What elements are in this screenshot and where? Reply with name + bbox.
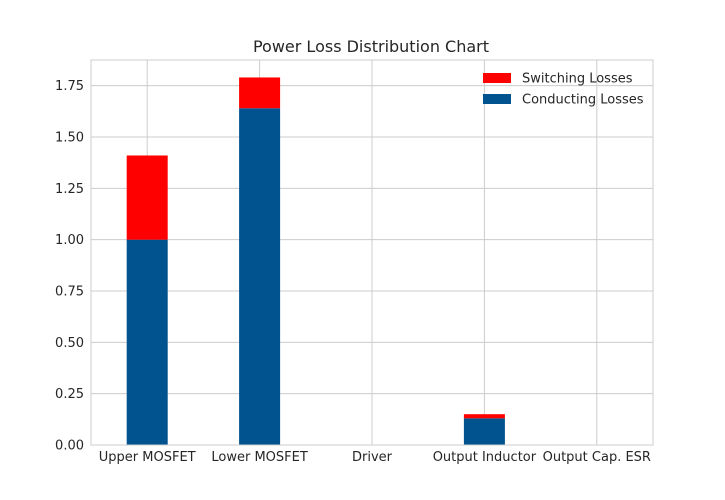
y-axis: 0.00 0.25 0.50 0.75 1.00 1.25 1.50 1.75	[55, 79, 84, 453]
x-tick-label: Output Cap. ESR	[543, 450, 651, 465]
x-tick-label: Output Inductor	[433, 450, 537, 465]
y-tick-label: 1.25	[55, 182, 84, 197]
x-tick-label: Lower MOSFET	[211, 450, 307, 465]
y-tick-label: 0.25	[55, 387, 84, 402]
x-tick-label: Driver	[352, 450, 393, 465]
bar-switching-losses-lower-mosfet	[239, 77, 281, 109]
y-tick-label: 0.00	[55, 439, 84, 454]
grid-layer	[91, 60, 653, 446]
bars-layer	[126, 77, 505, 446]
bar-conducting-losses-upper-mosfet	[126, 239, 168, 445]
y-tick-label: 1.50	[55, 131, 84, 146]
x-tick-label: Upper MOSFET	[99, 450, 196, 465]
y-tick-label: 0.50	[55, 336, 84, 351]
plot-frame	[90, 59, 654, 446]
bar-conducting-losses-lower-mosfet	[239, 108, 281, 446]
y-tick-label: 0.75	[55, 285, 84, 300]
y-tick-label: 1.00	[55, 233, 84, 248]
bar-switching-losses-output-inductor	[463, 414, 505, 419]
legend: Switching Losses Conducting Losses	[483, 72, 644, 108]
y-tick-label: 1.75	[55, 79, 84, 94]
x-axis: Upper MOSFET Lower MOSFET Driver Output Ind…	[99, 450, 651, 465]
legend-swatch	[483, 94, 511, 104]
legend-swatch	[483, 73, 511, 83]
bar-conducting-losses-output-inductor	[463, 418, 505, 445]
legend-label: Switching Losses	[522, 72, 633, 87]
bar-switching-losses-upper-mosfet	[126, 155, 168, 240]
legend-label: Conducting Losses	[522, 93, 644, 108]
chart-title: Power Loss Distribution Chart	[253, 37, 489, 56]
